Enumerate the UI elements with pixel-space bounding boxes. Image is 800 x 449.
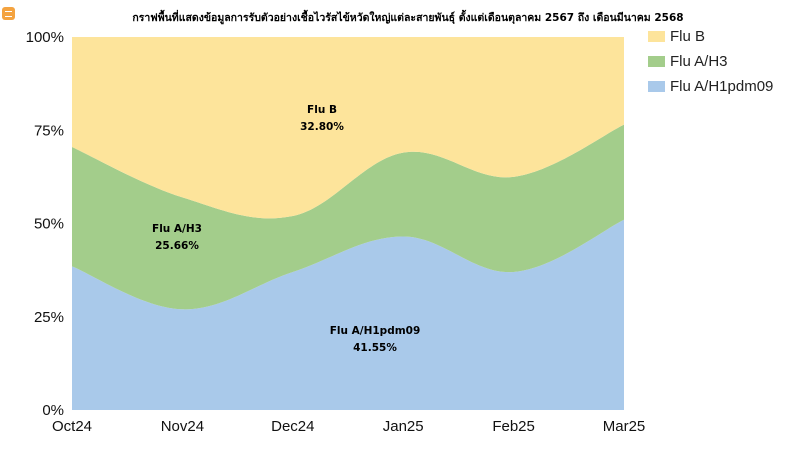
annotation-value: 41.55% bbox=[353, 342, 397, 354]
y-tick-label: 75% bbox=[34, 122, 64, 139]
comment-icon[interactable] bbox=[2, 7, 15, 20]
x-tick-label: Oct24 bbox=[52, 418, 92, 435]
legend: Flu B Flu A/H3 Flu A/H1pdm09 bbox=[648, 28, 773, 95]
x-axis-ticks: Oct24 Nov24 Dec24 Jan25 Feb25 Mar25 bbox=[52, 418, 645, 435]
chart-annotations: Flu B 32.80% Flu A/H3 25.66% Flu A/H1pdm09 41… bbox=[152, 104, 420, 354]
x-tick-label: Jan25 bbox=[383, 418, 424, 435]
area-layers bbox=[72, 37, 624, 410]
chart-title: กราฟพื้นที่แสดงข้อมูลการรับตัวอย่างเชื้อ… bbox=[132, 9, 683, 25]
x-tick-label: Nov24 bbox=[161, 418, 204, 435]
y-tick-label: 100% bbox=[26, 29, 64, 46]
legend-swatch bbox=[648, 81, 665, 92]
annotation-label: Flu B bbox=[307, 104, 337, 116]
y-tick-label: 0% bbox=[42, 402, 64, 419]
legend-label: Flu B bbox=[670, 28, 705, 45]
annotation-label: Flu A/H1pdm09 bbox=[330, 325, 421, 337]
annotation-value: 32.80% bbox=[300, 121, 344, 133]
legend-label: Flu A/H3 bbox=[670, 53, 728, 70]
y-axis-ticks: 0% 25% 50% 75% 100% bbox=[26, 29, 64, 419]
legend-swatch bbox=[648, 31, 665, 42]
x-tick-label: Feb25 bbox=[492, 418, 535, 435]
y-tick-label: 50% bbox=[34, 216, 64, 233]
annotation-label: Flu A/H3 bbox=[152, 223, 202, 235]
y-tick-label: 25% bbox=[34, 309, 64, 326]
legend-label: Flu A/H1pdm09 bbox=[670, 78, 773, 95]
legend-swatch bbox=[648, 56, 665, 67]
area-flu-b bbox=[72, 37, 624, 219]
area-flu-a-h3 bbox=[72, 124, 624, 310]
annotation-value: 25.66% bbox=[155, 240, 199, 252]
area-flu-a-h1pdm09 bbox=[72, 219, 624, 410]
x-tick-label: Mar25 bbox=[603, 418, 646, 435]
x-tick-label: Dec24 bbox=[271, 418, 314, 435]
